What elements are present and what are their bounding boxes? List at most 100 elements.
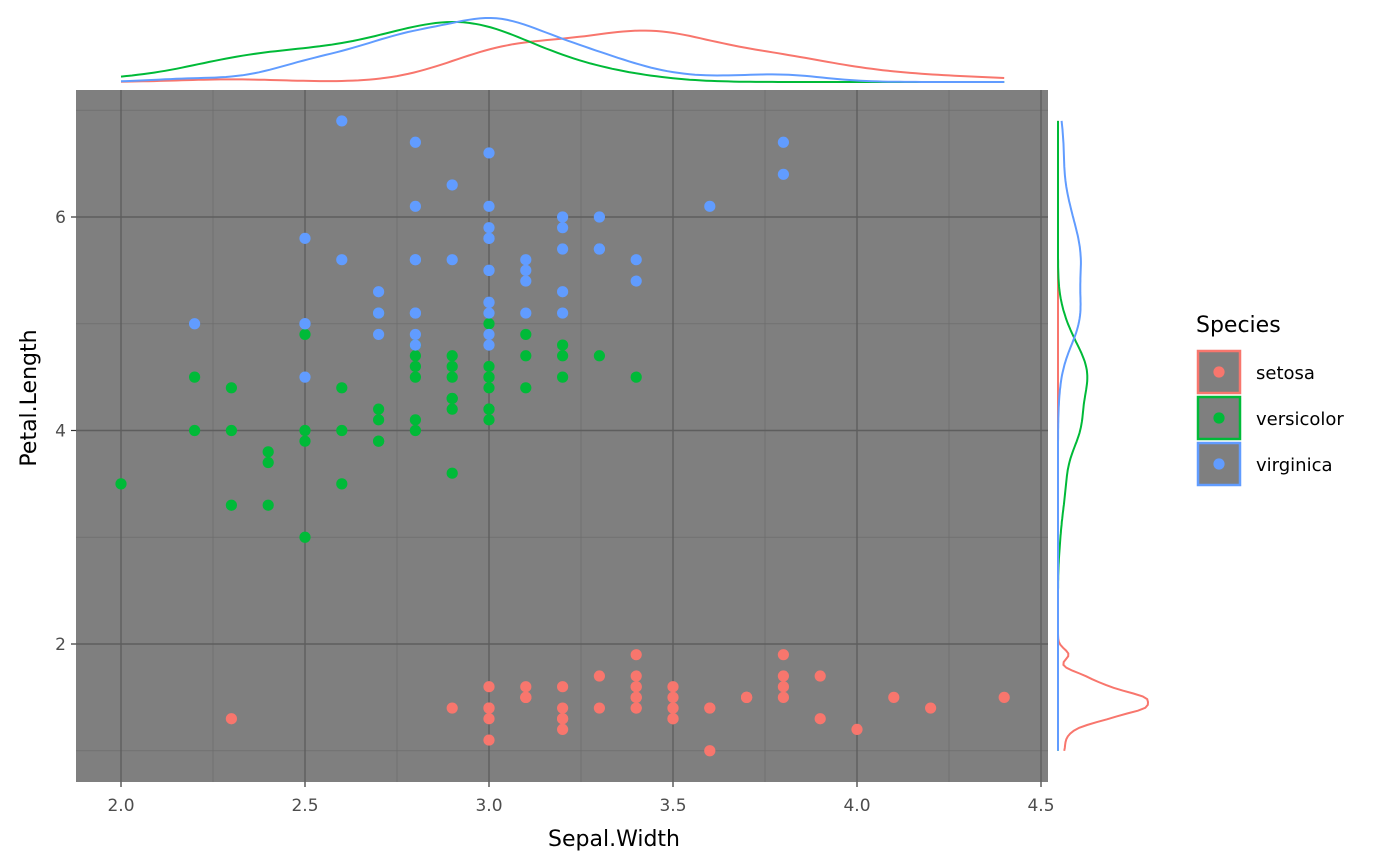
point-versicolor	[189, 371, 201, 383]
point-versicolor	[520, 328, 532, 341]
point-setosa	[446, 702, 458, 714]
point-versicolor	[446, 403, 458, 415]
point-versicolor	[336, 478, 348, 490]
point-setosa	[777, 681, 790, 693]
point-setosa	[630, 691, 642, 703]
point-setosa	[741, 691, 753, 703]
point-setosa	[483, 702, 495, 714]
point-virginica	[373, 307, 385, 319]
point-versicolor	[299, 531, 311, 543]
point-virginica	[373, 328, 385, 341]
point-versicolor	[225, 499, 237, 511]
right-density-virginica	[1057, 120, 1082, 751]
point-versicolor	[483, 414, 495, 426]
point-versicolor	[557, 350, 569, 362]
point-virginica	[483, 296, 495, 308]
legend-point-versicolor	[1213, 412, 1225, 424]
y-axis: 2 4 6	[55, 208, 76, 655]
point-setosa	[630, 681, 642, 693]
legend-point-virginica	[1213, 458, 1225, 470]
point-virginica	[409, 200, 421, 212]
point-versicolor	[299, 435, 311, 447]
y-tick-label: 6	[55, 208, 66, 228]
point-setosa	[483, 681, 495, 693]
point-setosa	[593, 702, 606, 714]
point-setosa	[667, 713, 679, 725]
point-setosa	[888, 691, 900, 703]
point-versicolor	[446, 392, 458, 405]
point-setosa	[483, 734, 495, 746]
point-versicolor	[336, 382, 348, 394]
point-setosa	[225, 713, 237, 725]
point-versicolor	[409, 360, 421, 373]
legend-title: Species	[1196, 313, 1281, 338]
point-virginica	[483, 328, 495, 341]
point-versicolor	[262, 446, 274, 458]
point-virginica	[409, 307, 421, 319]
point-versicolor	[262, 499, 274, 511]
legend-label-setosa: setosa	[1256, 363, 1315, 384]
point-versicolor	[373, 414, 385, 426]
point-versicolor	[520, 382, 532, 394]
point-virginica	[483, 264, 495, 276]
x-tick-label: 4.0	[843, 796, 870, 816]
point-setosa	[557, 713, 569, 725]
point-virginica	[704, 200, 716, 212]
point-virginica	[409, 328, 421, 341]
point-setosa	[520, 691, 532, 703]
point-versicolor	[409, 424, 421, 437]
point-virginica	[520, 275, 532, 287]
data-points	[115, 115, 1010, 757]
top-density-virginica	[120, 17, 1005, 83]
point-setosa	[667, 681, 679, 693]
point-versicolor	[483, 382, 495, 394]
point-virginica	[520, 264, 532, 276]
point-setosa	[667, 702, 679, 714]
point-virginica	[520, 254, 532, 266]
point-virginica	[777, 168, 790, 180]
point-setosa	[814, 670, 826, 682]
point-versicolor	[446, 350, 458, 362]
point-virginica	[593, 243, 606, 255]
point-virginica	[483, 222, 495, 234]
point-virginica	[483, 232, 495, 244]
point-virginica	[483, 147, 495, 159]
right-density-setosa	[1057, 120, 1150, 752]
point-versicolor	[483, 371, 495, 383]
point-setosa	[630, 702, 642, 714]
point-versicolor	[446, 371, 458, 383]
point-setosa	[557, 723, 569, 736]
point-setosa	[704, 745, 716, 757]
point-setosa	[777, 670, 790, 682]
point-virginica	[520, 307, 532, 319]
point-virginica	[299, 371, 311, 383]
point-virginica	[409, 339, 421, 351]
legend-label-versicolor: versicolor	[1256, 409, 1344, 430]
y-tick-label: 4	[55, 422, 66, 442]
point-setosa	[630, 649, 642, 661]
point-versicolor	[225, 424, 237, 437]
point-versicolor	[409, 350, 421, 362]
point-versicolor	[299, 328, 311, 341]
point-setosa	[630, 670, 642, 682]
point-versicolor	[373, 435, 385, 447]
point-versicolor	[409, 414, 421, 426]
point-setosa	[851, 723, 863, 736]
point-virginica	[593, 211, 606, 223]
point-versicolor	[262, 456, 274, 469]
top-density-versicolor	[120, 21, 1005, 83]
point-setosa	[557, 681, 569, 693]
point-versicolor	[557, 339, 569, 351]
point-versicolor	[446, 360, 458, 373]
point-virginica	[409, 254, 421, 266]
point-virginica	[483, 200, 495, 212]
y-axis-title: Petal.Length	[17, 329, 42, 466]
point-virginica	[557, 307, 569, 319]
point-versicolor	[299, 424, 311, 437]
x-tick-label: 4.5	[1027, 796, 1054, 816]
point-versicolor	[557, 371, 569, 383]
legend-label-virginica: virginica	[1256, 455, 1333, 476]
point-setosa	[777, 691, 790, 703]
point-versicolor	[446, 467, 458, 479]
right-marginal-density	[1057, 120, 1150, 752]
